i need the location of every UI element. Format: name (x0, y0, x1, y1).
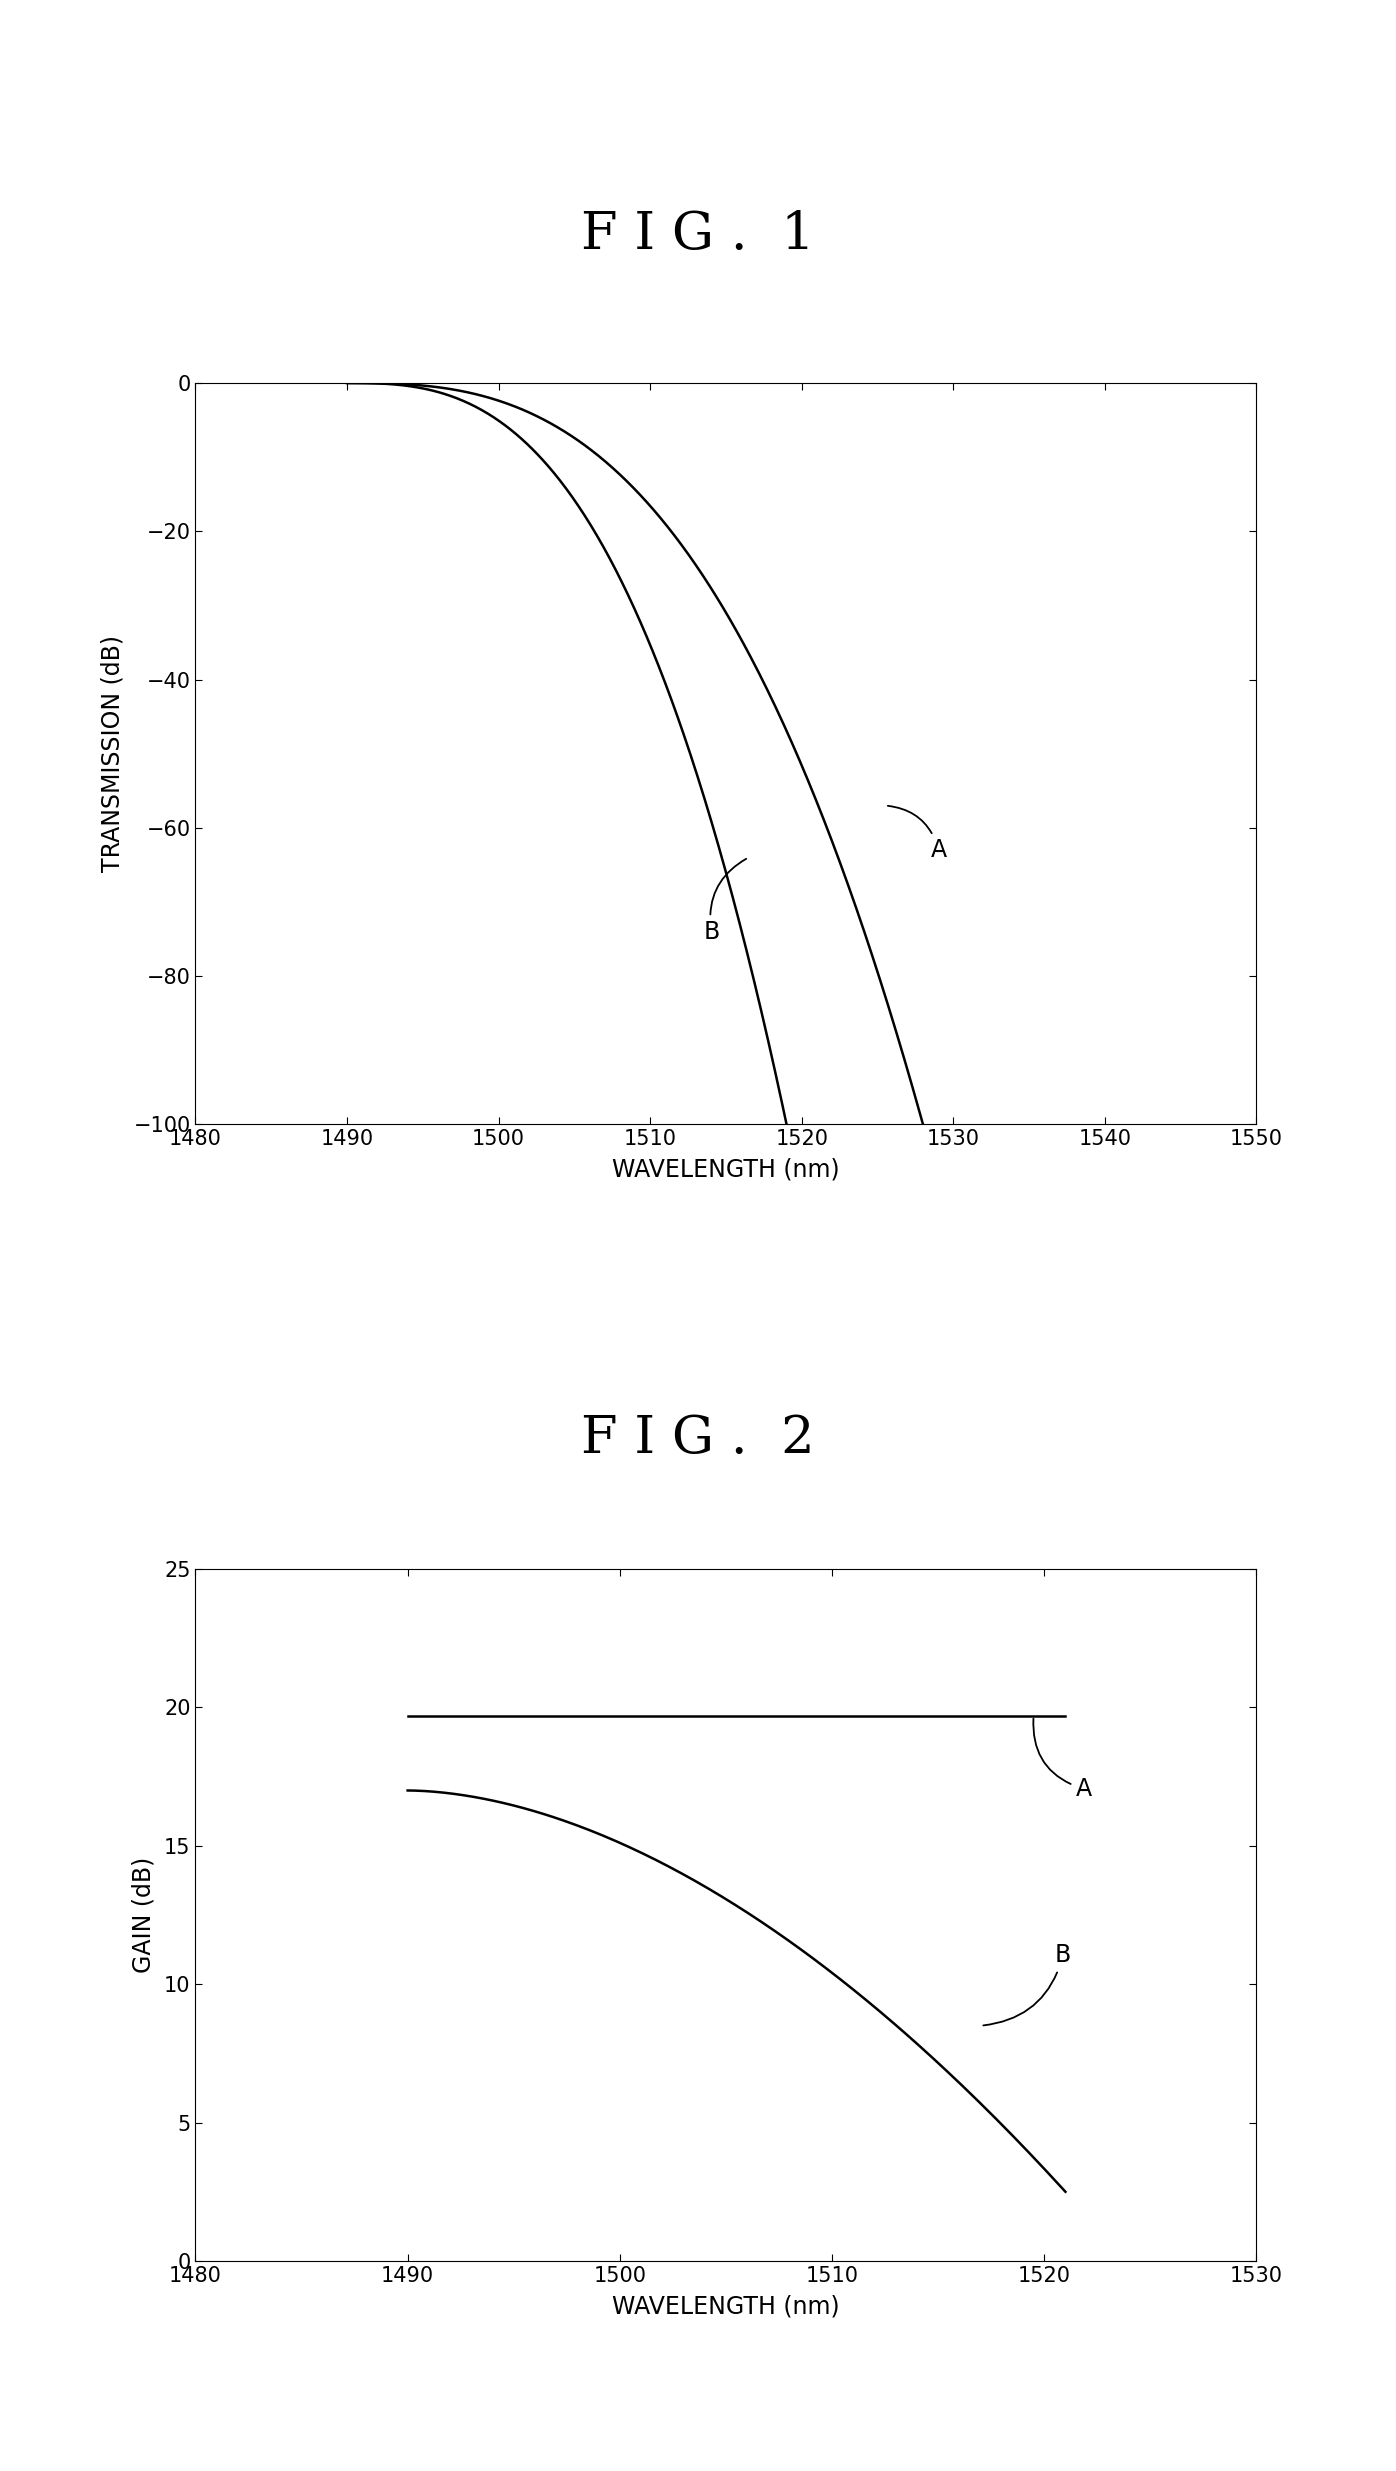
X-axis label: WAVELENGTH (nm): WAVELENGTH (nm) (611, 1156, 840, 1181)
Text: F I G .  1: F I G . 1 (581, 210, 815, 259)
Text: A: A (1033, 1717, 1092, 1801)
Text: B: B (983, 1942, 1071, 2026)
X-axis label: WAVELENGTH (nm): WAVELENGTH (nm) (611, 2293, 840, 2318)
Text: F I G .  2: F I G . 2 (581, 1413, 815, 1463)
Y-axis label: GAIN (dB): GAIN (dB) (131, 1856, 156, 1974)
Y-axis label: TRANSMISSION (dB): TRANSMISSION (dB) (101, 635, 126, 872)
Text: A: A (888, 806, 946, 862)
Text: B: B (704, 860, 747, 944)
